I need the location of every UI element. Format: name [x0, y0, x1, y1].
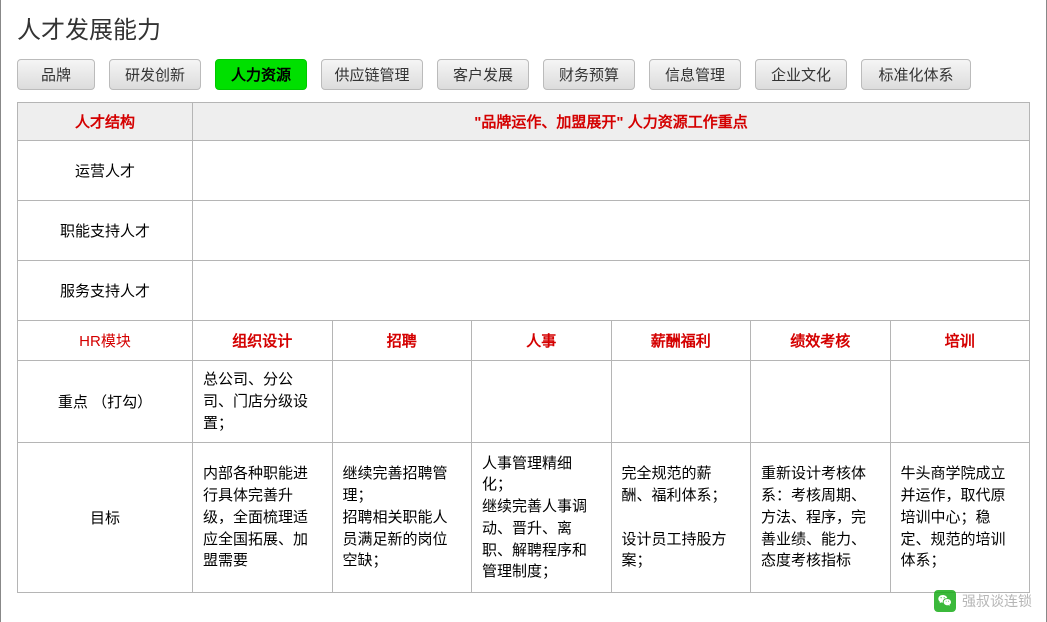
structure-cell-2 [193, 261, 1030, 321]
watermark-text: 强叔谈连锁 [962, 591, 1032, 611]
tab-hr[interactable]: 人力资源 [215, 59, 307, 90]
tab-bar: 品牌 研发创新 人力资源 供应链管理 客户发展 财务预算 信息管理 企业文化 标… [17, 59, 1030, 90]
hr-col-2: 人事 [472, 321, 612, 361]
goal-left: 目标 [18, 443, 193, 593]
focus-cell-2 [472, 361, 612, 443]
goal-row: 目标 内部各种职能进行具体完善升级，全面梳理适应全国拓展、加盟需要 继续完善招聘… [18, 443, 1030, 593]
watermark: 强叔谈连锁 [934, 590, 1032, 612]
header-right: "品牌运作、加盟展开" 人力资源工作重点 [193, 103, 1030, 141]
hr-col-0: 组织设计 [193, 321, 333, 361]
goal-cell-2: 人事管理精细化；继续完善人事调动、晋升、离职、解聘程序和管理制度； [472, 443, 612, 593]
tab-supply[interactable]: 供应链管理 [321, 59, 423, 90]
focus-cell-3 [611, 361, 751, 443]
goal-cell-0: 内部各种职能进行具体完善升级，全面梳理适应全国拓展、加盟需要 [193, 443, 333, 593]
focus-cell-4 [751, 361, 891, 443]
structure-cell-1 [193, 201, 1030, 261]
structure-row-1: 职能支持人才 [18, 201, 1030, 261]
main-table: 人才结构 "品牌运作、加盟展开" 人力资源工作重点 运营人才 职能支持人才 服务… [17, 102, 1030, 593]
structure-label-0: 运营人才 [18, 141, 193, 201]
tab-culture[interactable]: 企业文化 [755, 59, 847, 90]
goal-cell-3: 完全规范的薪酬、福利体系；设计员工持股方案； [611, 443, 751, 593]
hr-col-5: 培训 [890, 321, 1030, 361]
tab-standard[interactable]: 标准化体系 [861, 59, 971, 90]
wechat-icon [934, 590, 956, 612]
tab-brand[interactable]: 品牌 [17, 59, 95, 90]
focus-cell-0: 总公司、分公司、门店分级设置； [193, 361, 333, 443]
hr-col-1: 招聘 [332, 321, 472, 361]
structure-row-2: 服务支持人才 [18, 261, 1030, 321]
hr-header-left: HR模块 [18, 321, 193, 361]
goal-cell-5: 牛头商学院成立并运作，取代原培训中心；稳定、规范的培训体系； [890, 443, 1030, 593]
tab-rd[interactable]: 研发创新 [109, 59, 201, 90]
structure-label-2: 服务支持人才 [18, 261, 193, 321]
focus-row: 重点 （打勾） 总公司、分公司、门店分级设置； [18, 361, 1030, 443]
tab-info[interactable]: 信息管理 [649, 59, 741, 90]
structure-row-0: 运营人才 [18, 141, 1030, 201]
tab-finance[interactable]: 财务预算 [543, 59, 635, 90]
hr-col-4: 绩效考核 [751, 321, 891, 361]
focus-left: 重点 （打勾） [18, 361, 193, 443]
tab-customer[interactable]: 客户发展 [437, 59, 529, 90]
focus-cell-5 [890, 361, 1030, 443]
header-row: 人才结构 "品牌运作、加盟展开" 人力资源工作重点 [18, 103, 1030, 141]
header-left: 人才结构 [18, 103, 193, 141]
hr-col-3: 薪酬福利 [611, 321, 751, 361]
page-title: 人才发展能力 [17, 10, 1030, 45]
hr-header-row: HR模块 组织设计 招聘 人事 薪酬福利 绩效考核 培训 [18, 321, 1030, 361]
goal-cell-1: 继续完善招聘管理；招聘相关职能人员满足新的岗位空缺； [332, 443, 472, 593]
structure-cell-0 [193, 141, 1030, 201]
focus-cell-1 [332, 361, 472, 443]
structure-label-1: 职能支持人才 [18, 201, 193, 261]
goal-cell-4: 重新设计考核体系：考核周期、方法、程序，完善业绩、能力、态度考核指标 [751, 443, 891, 593]
